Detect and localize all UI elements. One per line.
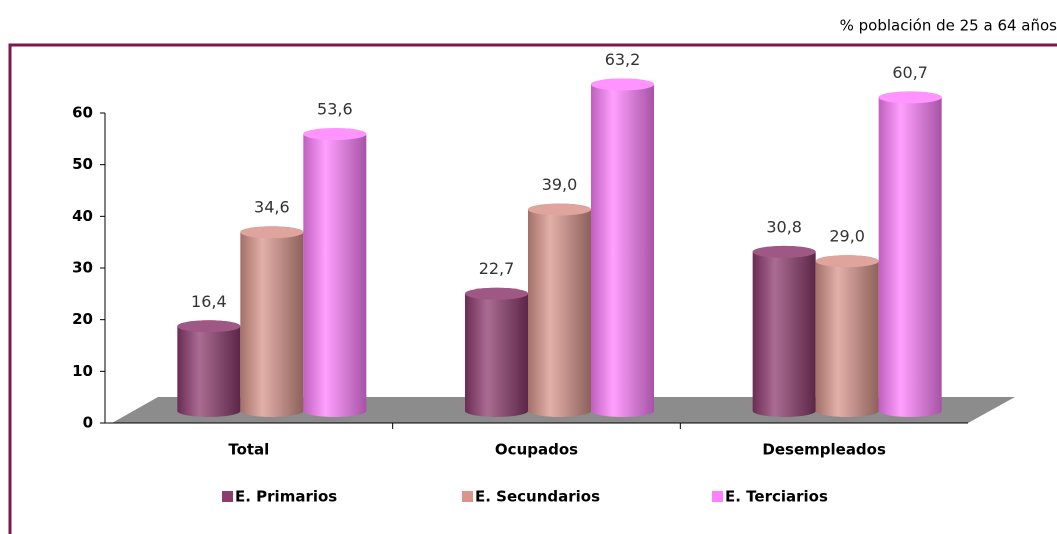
frame [8,43,1057,534]
legend-label: E. Secundarios [475,488,600,506]
value-label: 53,6 [317,100,353,119]
y-tick-label: 50 [72,155,93,173]
bar [815,255,879,417]
bar-top [177,320,241,333]
value-label: 22,7 [479,259,515,278]
bar [528,203,591,417]
bar [177,320,241,417]
value-label: 60,7 [892,63,928,82]
legend-label: E. Terciarios [725,488,828,506]
y-tick-label: 60 [72,104,93,122]
y-tick-label: 0 [83,414,93,432]
bar [591,78,654,417]
bar [240,226,304,417]
bar-top [240,226,304,239]
y-tick-label: 40 [72,207,93,225]
y-tick-label: 20 [72,310,93,328]
y-tick-label: 10 [72,362,93,380]
bar [878,91,942,418]
x-tick-label: Desempleados [762,441,886,459]
value-label: 63,2 [605,50,641,69]
legend-swatch [462,491,473,502]
value-label: 30,8 [766,217,802,236]
bar [752,245,816,417]
legend-swatch [222,491,233,502]
bar-top [303,128,367,141]
legend-label: E. Primarios [235,488,337,506]
bar-top [815,255,879,268]
value-label: 29,0 [829,227,865,246]
bar-top [528,203,591,216]
x-tick-label: Ocupados [495,441,578,459]
value-label: 34,6 [254,198,290,217]
bar [465,287,528,417]
bar [303,128,367,418]
bar-top [878,91,942,104]
bar-top [752,245,816,258]
bar-top [465,287,528,300]
legend-swatch [712,491,723,502]
chart-subtitle: % población de 25 a 64 años [840,17,1057,35]
value-label: 16,4 [191,292,227,311]
bar-top [591,78,654,91]
value-label: 39,0 [542,175,578,194]
x-tick-label: Total [228,441,269,459]
y-tick-label: 30 [72,259,93,277]
